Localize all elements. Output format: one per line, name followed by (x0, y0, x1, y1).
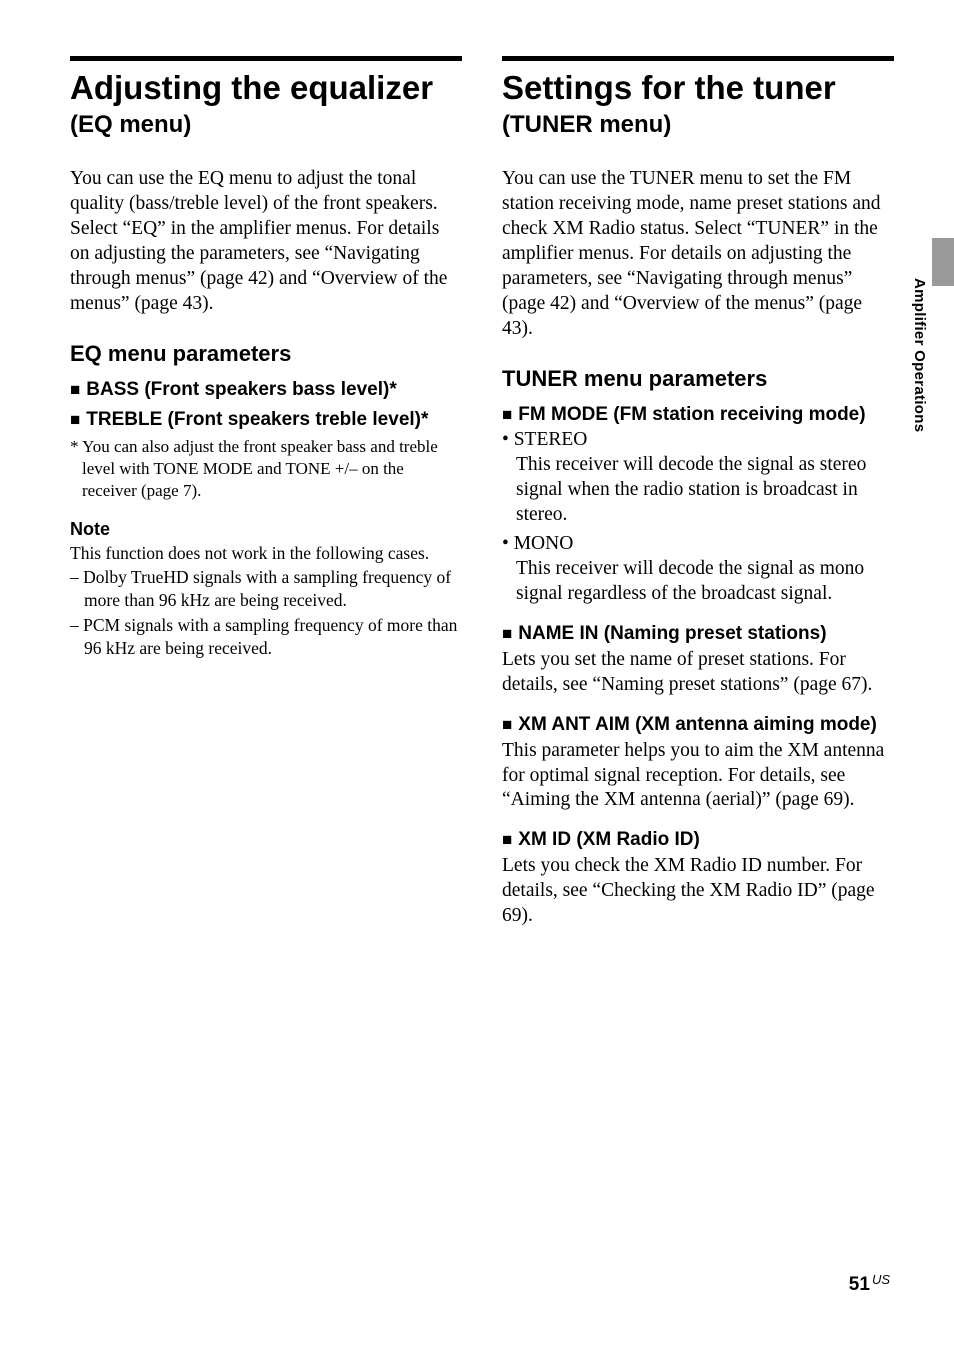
note-body: This function does not work in the follo… (70, 542, 462, 565)
page-locale: US (872, 1272, 890, 1287)
param-fm-mode: ■ FM MODE (FM station receiving mode) (502, 404, 894, 427)
right-subtitle: (TUNER menu) (502, 111, 894, 139)
param-bass-title: BASS (Front speakers bass level)* (86, 379, 396, 402)
footnote: * You can also adjust the front speaker … (70, 436, 462, 502)
param-name-in: ■ NAME IN (Naming preset stations) (502, 623, 894, 646)
right-column: Settings for the tuner (TUNER menu) You … (502, 56, 894, 1312)
param-xm-ant-title: XM ANT AIM (XM antenna aiming mode) (518, 714, 877, 737)
right-section-heading: TUNER menu parameters (502, 366, 894, 392)
param-treble: ■ TREBLE (Front speakers treble level)* (70, 409, 462, 432)
page-content: Adjusting the equalizer (EQ menu) You ca… (0, 0, 954, 1352)
side-tab (932, 238, 954, 286)
left-subtitle: (EQ menu) (70, 111, 462, 139)
section-rule (70, 56, 462, 61)
page-footer: 51US (849, 1272, 890, 1296)
left-section-heading: EQ menu parameters (70, 341, 462, 367)
left-title: Adjusting the equalizer (70, 69, 462, 107)
param-xm-id: ■ XM ID (XM Radio ID) (502, 829, 894, 852)
section-rule (502, 56, 894, 61)
square-bullet-icon: ■ (70, 379, 80, 401)
page-number: 51 (849, 1274, 870, 1295)
square-bullet-icon: ■ (70, 409, 80, 431)
square-bullet-icon: ■ (502, 829, 512, 851)
note-item: – PCM signals with a sampling frequency … (70, 614, 462, 660)
option-mono-desc: This receiver will decode the signal as … (502, 557, 894, 607)
square-bullet-icon: ■ (502, 714, 512, 736)
param-name-in-desc: Lets you set the name of preset stations… (502, 648, 894, 698)
param-treble-title: TREBLE (Front speakers treble level)* (86, 409, 428, 432)
option-stereo-desc: This receiver will decode the signal as … (502, 453, 894, 528)
note-item: – Dolby TrueHD signals with a sampling f… (70, 566, 462, 612)
right-intro: You can use the TUNER menu to set the FM… (502, 167, 894, 342)
param-xm-ant-desc: This parameter helps you to aim the XM a… (502, 739, 894, 814)
param-name-in-title: NAME IN (Naming preset stations) (518, 623, 826, 646)
param-bass: ■ BASS (Front speakers bass level)* (70, 379, 462, 402)
columns: Adjusting the equalizer (EQ menu) You ca… (70, 56, 894, 1312)
left-column: Adjusting the equalizer (EQ menu) You ca… (70, 56, 462, 1312)
param-xm-id-desc: Lets you check the XM Radio ID number. F… (502, 854, 894, 929)
option-stereo: • STEREO (502, 428, 894, 453)
square-bullet-icon: ■ (502, 623, 512, 645)
right-title: Settings for the tuner (502, 69, 894, 107)
param-xm-ant: ■ XM ANT AIM (XM antenna aiming mode) (502, 714, 894, 737)
square-bullet-icon: ■ (502, 404, 512, 426)
note-heading: Note (70, 519, 462, 540)
option-mono: • MONO (502, 532, 894, 557)
side-label: Amplifier Operations (911, 278, 928, 432)
param-fm-mode-title: FM MODE (FM station receiving mode) (518, 404, 865, 427)
param-xm-id-title: XM ID (XM Radio ID) (518, 829, 700, 852)
left-intro: You can use the EQ menu to adjust the to… (70, 167, 462, 317)
